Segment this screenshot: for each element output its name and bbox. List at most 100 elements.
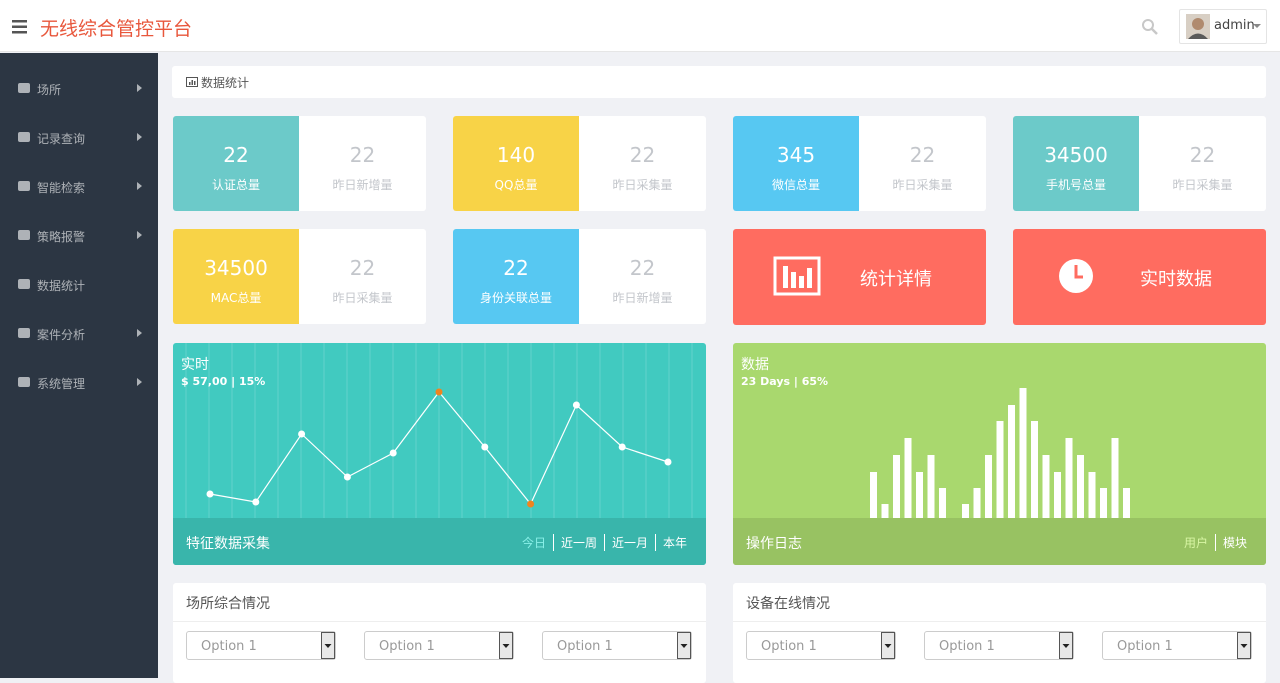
select[interactable]: Option 1: [186, 631, 336, 660]
select-arrow-shape: [1062, 644, 1070, 648]
header: 无线综合管控平台 admin: [0, 0, 1280, 52]
stat-main: 34500 手机号总量: [1013, 116, 1139, 211]
nav-item[interactable]: 案件分析: [0, 318, 158, 348]
bar: [1077, 455, 1084, 518]
select[interactable]: Option 1: [542, 631, 692, 660]
panel-title: 设备在线情况: [746, 596, 830, 612]
tab[interactable]: 用户: [1183, 536, 1208, 550]
action-button[interactable]: 实时数据: [1013, 229, 1266, 325]
user-name: admin: [1214, 18, 1255, 33]
caret: [1253, 24, 1261, 28]
stat-sub-value: 22: [629, 256, 656, 280]
action-button[interactable]: 统计详情: [733, 229, 986, 325]
nav-arrow: [137, 84, 142, 92]
point: [343, 473, 351, 481]
search-icon[interactable]: [1141, 18, 1159, 36]
nav-label: 场所: [37, 83, 62, 97]
nav-arrow-shape: [137, 329, 142, 337]
nav-icon: [18, 279, 30, 289]
select-text: Option 1: [1117, 639, 1173, 654]
stat-value: 345: [776, 143, 816, 167]
stat-label: QQ总量: [494, 178, 538, 192]
select-arrow: [321, 632, 335, 659]
nav-icon-shape: [18, 230, 30, 240]
action-icon: [773, 256, 821, 296]
stat-card: 34500 MAC总量 22 昨日采集量: [173, 229, 426, 324]
action-icon: [1059, 259, 1093, 293]
point: [298, 430, 306, 438]
tab[interactable]: 本年: [654, 534, 694, 551]
nav-item[interactable]: 场所: [0, 73, 158, 103]
select[interactable]: Option 1: [924, 631, 1074, 660]
info-panel: 设备在线情况 Option 1 Option 1 Option 1: [733, 583, 1266, 683]
stat-card: 34500 手机号总量 22 昨日采集量: [1013, 116, 1266, 211]
stat-main: 34500 MAC总量: [173, 229, 299, 324]
nav-arrow-shape: [137, 182, 142, 190]
bar: [1031, 421, 1038, 518]
point: [252, 498, 260, 506]
icon-bar: [783, 266, 788, 288]
select-arrow-shape: [884, 644, 892, 648]
nav-label: 系统管理: [37, 377, 86, 391]
stat-card: 22 身份关联总量 22 昨日新增量: [453, 229, 706, 324]
select[interactable]: Option 1: [746, 631, 896, 660]
breadcrumb-icon: [186, 77, 198, 87]
nav-item[interactable]: 记录查询: [0, 122, 158, 152]
nav-icon-shape: [18, 328, 30, 338]
nav-arrow-shape: [137, 378, 142, 386]
icon-frame: [773, 256, 821, 296]
stat-main: 22 认证总量: [173, 116, 299, 211]
point: [206, 490, 214, 498]
stat-sub-value: 22: [909, 143, 936, 167]
sidebar: 场所记录查询智能检索策略报警数据统计案件分析系统管理: [0, 53, 158, 678]
point: [572, 401, 580, 409]
tab[interactable]: 今日: [521, 536, 546, 550]
stat-label: 手机号总量: [1045, 178, 1106, 192]
stat-sub-value: 22: [1189, 143, 1216, 167]
nav-label: 案件分析: [37, 328, 86, 342]
footer-title: 特征数据采集: [186, 536, 270, 552]
select-arrow: [881, 632, 895, 659]
stat-label: 认证总量: [211, 178, 260, 192]
nav-item[interactable]: 智能检索: [0, 171, 158, 201]
stat-main: 140 QQ总量: [453, 116, 579, 211]
nav-icon: [18, 132, 30, 142]
nav-arrow-shape: [137, 84, 142, 92]
action-label: 实时数据: [1140, 269, 1212, 290]
action-label: 统计详情: [860, 269, 932, 290]
select-arrow: [677, 632, 691, 659]
select-arrow-shape: [324, 644, 332, 648]
panel-title: 场所综合情况: [186, 596, 270, 612]
chart-panel: 数据 23 Days | 65% 操作日志 用户 模块: [733, 343, 1266, 565]
avatar: [1186, 14, 1210, 39]
user-menu[interactable]: admin: [1179, 9, 1267, 44]
bar: [1042, 455, 1050, 518]
select[interactable]: Option 1: [364, 631, 514, 660]
nav-item[interactable]: 系统管理: [0, 367, 158, 397]
stat-sub-label: 昨日新增量: [612, 291, 673, 305]
bar: [1008, 405, 1015, 518]
select-arrow-shape: [1240, 644, 1248, 648]
chart-area: [185, 343, 693, 518]
nav-item[interactable]: 策略报警: [0, 220, 158, 250]
nav-icon: [18, 328, 30, 338]
bar: [985, 455, 992, 518]
bar: [1088, 472, 1096, 518]
nav-item[interactable]: 数据统计: [0, 269, 158, 299]
footer-title: 操作日志: [746, 536, 802, 552]
bar: [1111, 438, 1119, 518]
select-text: Option 1: [379, 639, 435, 654]
tab[interactable]: 近一周: [552, 534, 604, 551]
select[interactable]: Option 1: [1102, 631, 1252, 660]
stat-sub-label: 昨日采集量: [612, 178, 673, 192]
bar: [1100, 488, 1107, 518]
nav-arrow: [137, 378, 142, 386]
tab[interactable]: 模块: [1214, 534, 1254, 551]
tab[interactable]: 近一月: [603, 534, 655, 551]
nav-arrow: [137, 182, 142, 190]
icon-hands: [1074, 265, 1083, 279]
menu-toggle[interactable]: [12, 19, 28, 35]
chart-subtitle: 23 Days | 65%: [741, 375, 829, 388]
